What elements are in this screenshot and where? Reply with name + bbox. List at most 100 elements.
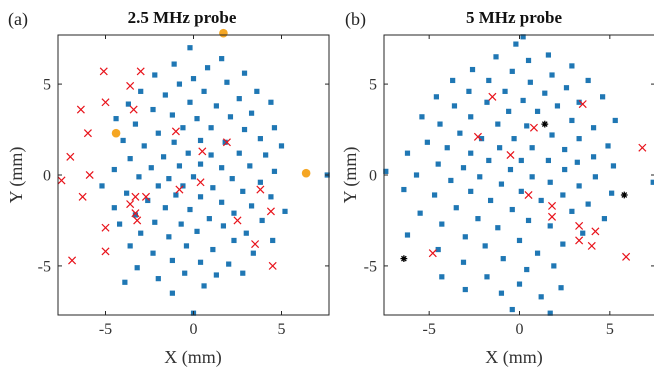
data-point-cross (196, 178, 205, 187)
data-point-square (206, 216, 212, 222)
data-point-square (547, 223, 553, 229)
data-point-square (134, 265, 140, 271)
data-point-square (173, 192, 179, 198)
data-point-square (486, 77, 492, 84)
data-point-square (257, 179, 263, 185)
data-point-square (453, 205, 459, 211)
data-point-square (419, 114, 425, 120)
data-point-square (152, 72, 158, 78)
data-point-square (545, 52, 552, 58)
data-point-square (155, 183, 161, 189)
data-point-cross (126, 81, 135, 90)
data-point-square (271, 125, 278, 131)
panel-a: (a) 2.5 MHz probe -5 0 5 -5 0 5 X (mm) Y (mm) (6, 8, 330, 368)
data-point-square (569, 208, 575, 214)
x-tick-label: -5 (99, 321, 112, 338)
data-point-square (547, 179, 553, 185)
data-point-cross (473, 132, 482, 141)
data-point-square (125, 101, 131, 107)
data-point-square (439, 221, 445, 227)
data-point-cross (136, 67, 145, 76)
data-point-square (502, 88, 508, 94)
data-point-square (171, 139, 177, 145)
data-point-square (520, 97, 526, 104)
data-point-square (162, 92, 168, 98)
data-point-square (111, 205, 117, 211)
data-point-square (187, 206, 193, 213)
data-point-cross (101, 247, 110, 256)
data-point-square (190, 174, 197, 180)
data-point-cross (266, 207, 275, 216)
data-point-square (601, 216, 608, 222)
data-point-square (231, 237, 237, 244)
data-point-square (182, 270, 188, 276)
data-point-square (113, 116, 119, 122)
data-point-square (534, 250, 541, 256)
data-point-square (435, 161, 441, 167)
panel-b: (b) 5 MHz probe -5 0 5 -5 0 5 X (mm) Y (mm) (340, 8, 654, 368)
data-point-square (433, 94, 439, 100)
data-point-square (219, 165, 225, 171)
data-point-square (451, 103, 458, 109)
data-point-square (497, 145, 503, 151)
data-point-square (187, 99, 193, 105)
data-point-square (222, 139, 228, 145)
data-point-square (509, 206, 515, 213)
data-point-square (554, 103, 561, 109)
data-point-cross (126, 200, 135, 209)
data-point-square (562, 146, 568, 153)
data-point-square (518, 188, 524, 194)
data-point-square (590, 125, 597, 131)
axes-frame-b (383, 34, 654, 316)
data-point-square (111, 166, 117, 173)
data-point-square (574, 159, 580, 165)
data-point-cross (175, 185, 184, 194)
data-point-square (545, 157, 552, 164)
data-point-square (520, 34, 526, 40)
data-point-square (219, 56, 225, 62)
data-point-square (250, 250, 256, 256)
data-point-square (226, 261, 232, 267)
data-point-square (257, 136, 263, 142)
data-point-square (466, 88, 472, 94)
data-point-square (240, 270, 246, 276)
data-point-square (509, 306, 515, 313)
data-point-cross (133, 216, 142, 225)
data-point-square (401, 186, 407, 193)
y-tick-label: 5 (369, 77, 377, 94)
data-point-cross (622, 252, 631, 261)
y-tick-label: 0 (43, 168, 51, 185)
data-point-square (551, 263, 557, 269)
data-point-square (268, 99, 274, 105)
data-point-square (585, 201, 591, 207)
data-point-cross (587, 241, 596, 250)
data-point-square (138, 88, 144, 94)
data-point-square (127, 243, 133, 249)
data-point-square (219, 199, 225, 205)
data-point-square (507, 166, 514, 173)
data-point-cross (131, 209, 140, 218)
data-point-square (413, 172, 420, 178)
data-point-square (457, 130, 463, 136)
data-point-square (462, 234, 468, 240)
data-point-square (190, 76, 197, 82)
data-point-square (525, 217, 532, 224)
data-point-cross (638, 143, 647, 152)
data-point-cross (57, 176, 66, 185)
data-point-square (500, 256, 506, 262)
data-point-square (224, 79, 230, 85)
data-point-square (538, 294, 544, 300)
data-point-square (549, 132, 555, 138)
data-point-cross (198, 147, 207, 156)
data-point-square (383, 168, 389, 174)
data-point-square (486, 157, 492, 164)
data-point-square (529, 145, 535, 151)
data-point-square (271, 168, 278, 174)
data-point-square (213, 103, 219, 109)
data-point-square (197, 259, 204, 265)
panel-title-b: 5 MHz probe (466, 8, 562, 27)
data-point-circle (301, 168, 311, 178)
panel-label-a: (a) (8, 9, 28, 30)
plot-area-a (57, 28, 330, 316)
data-point-square (220, 223, 227, 229)
